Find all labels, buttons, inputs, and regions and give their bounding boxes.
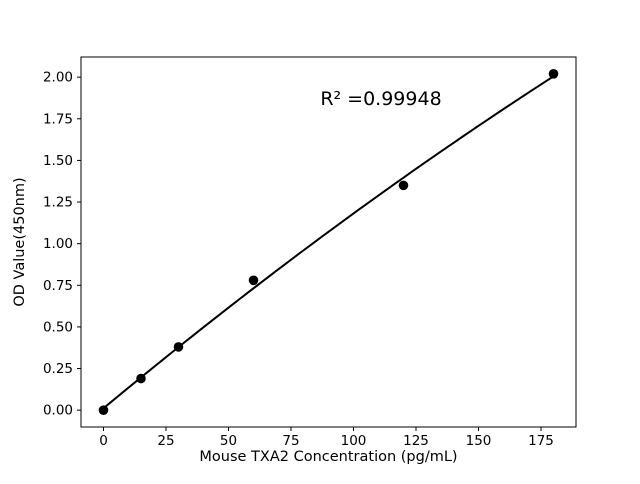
data-point	[136, 373, 146, 384]
y-tick-label: 1.75	[43, 111, 73, 127]
data-point	[548, 69, 559, 79]
y-tick-label: 0.25	[43, 361, 73, 377]
y-tick-label: 0.75	[43, 278, 73, 294]
x-tick-label: 150	[466, 433, 492, 449]
y-tick-label: 2.00	[43, 70, 73, 86]
plot-area	[81, 57, 576, 427]
data-point	[248, 275, 259, 286]
data-point	[398, 180, 409, 191]
x-tick-label: 175	[528, 433, 554, 449]
x-tick-label: 75	[282, 433, 299, 449]
x-axis-ticks: 0 25 50 75 100 125 150 175	[99, 427, 554, 449]
x-tick-label: 100	[341, 433, 367, 449]
y-tick-label: 0.00	[43, 403, 73, 419]
y-tick-label: 1.00	[43, 236, 73, 252]
r-squared-annotation: R² =0.99948	[320, 88, 441, 110]
x-axis-label: Mouse TXA2 Concentration (pg/mL)	[199, 449, 457, 465]
y-tick-label: 1.25	[43, 195, 73, 211]
data-points	[98, 69, 559, 415]
x-tick-label: 25	[157, 433, 174, 449]
y-axis-label: OD Value(450nm)	[12, 177, 28, 306]
x-tick-label: 0	[99, 433, 108, 449]
x-tick-label: 50	[220, 433, 237, 449]
data-point	[98, 405, 109, 415]
y-tick-label: 0.50	[43, 319, 73, 335]
x-tick-label: 125	[403, 433, 429, 449]
plot-border	[80, 56, 577, 428]
y-axis-ticks: 0.00 0.25 0.50 0.75 1.00 1.25 1.50 1.75 2.00	[43, 70, 81, 419]
y-tick-label: 1.50	[43, 153, 73, 169]
data-point	[173, 342, 184, 352]
